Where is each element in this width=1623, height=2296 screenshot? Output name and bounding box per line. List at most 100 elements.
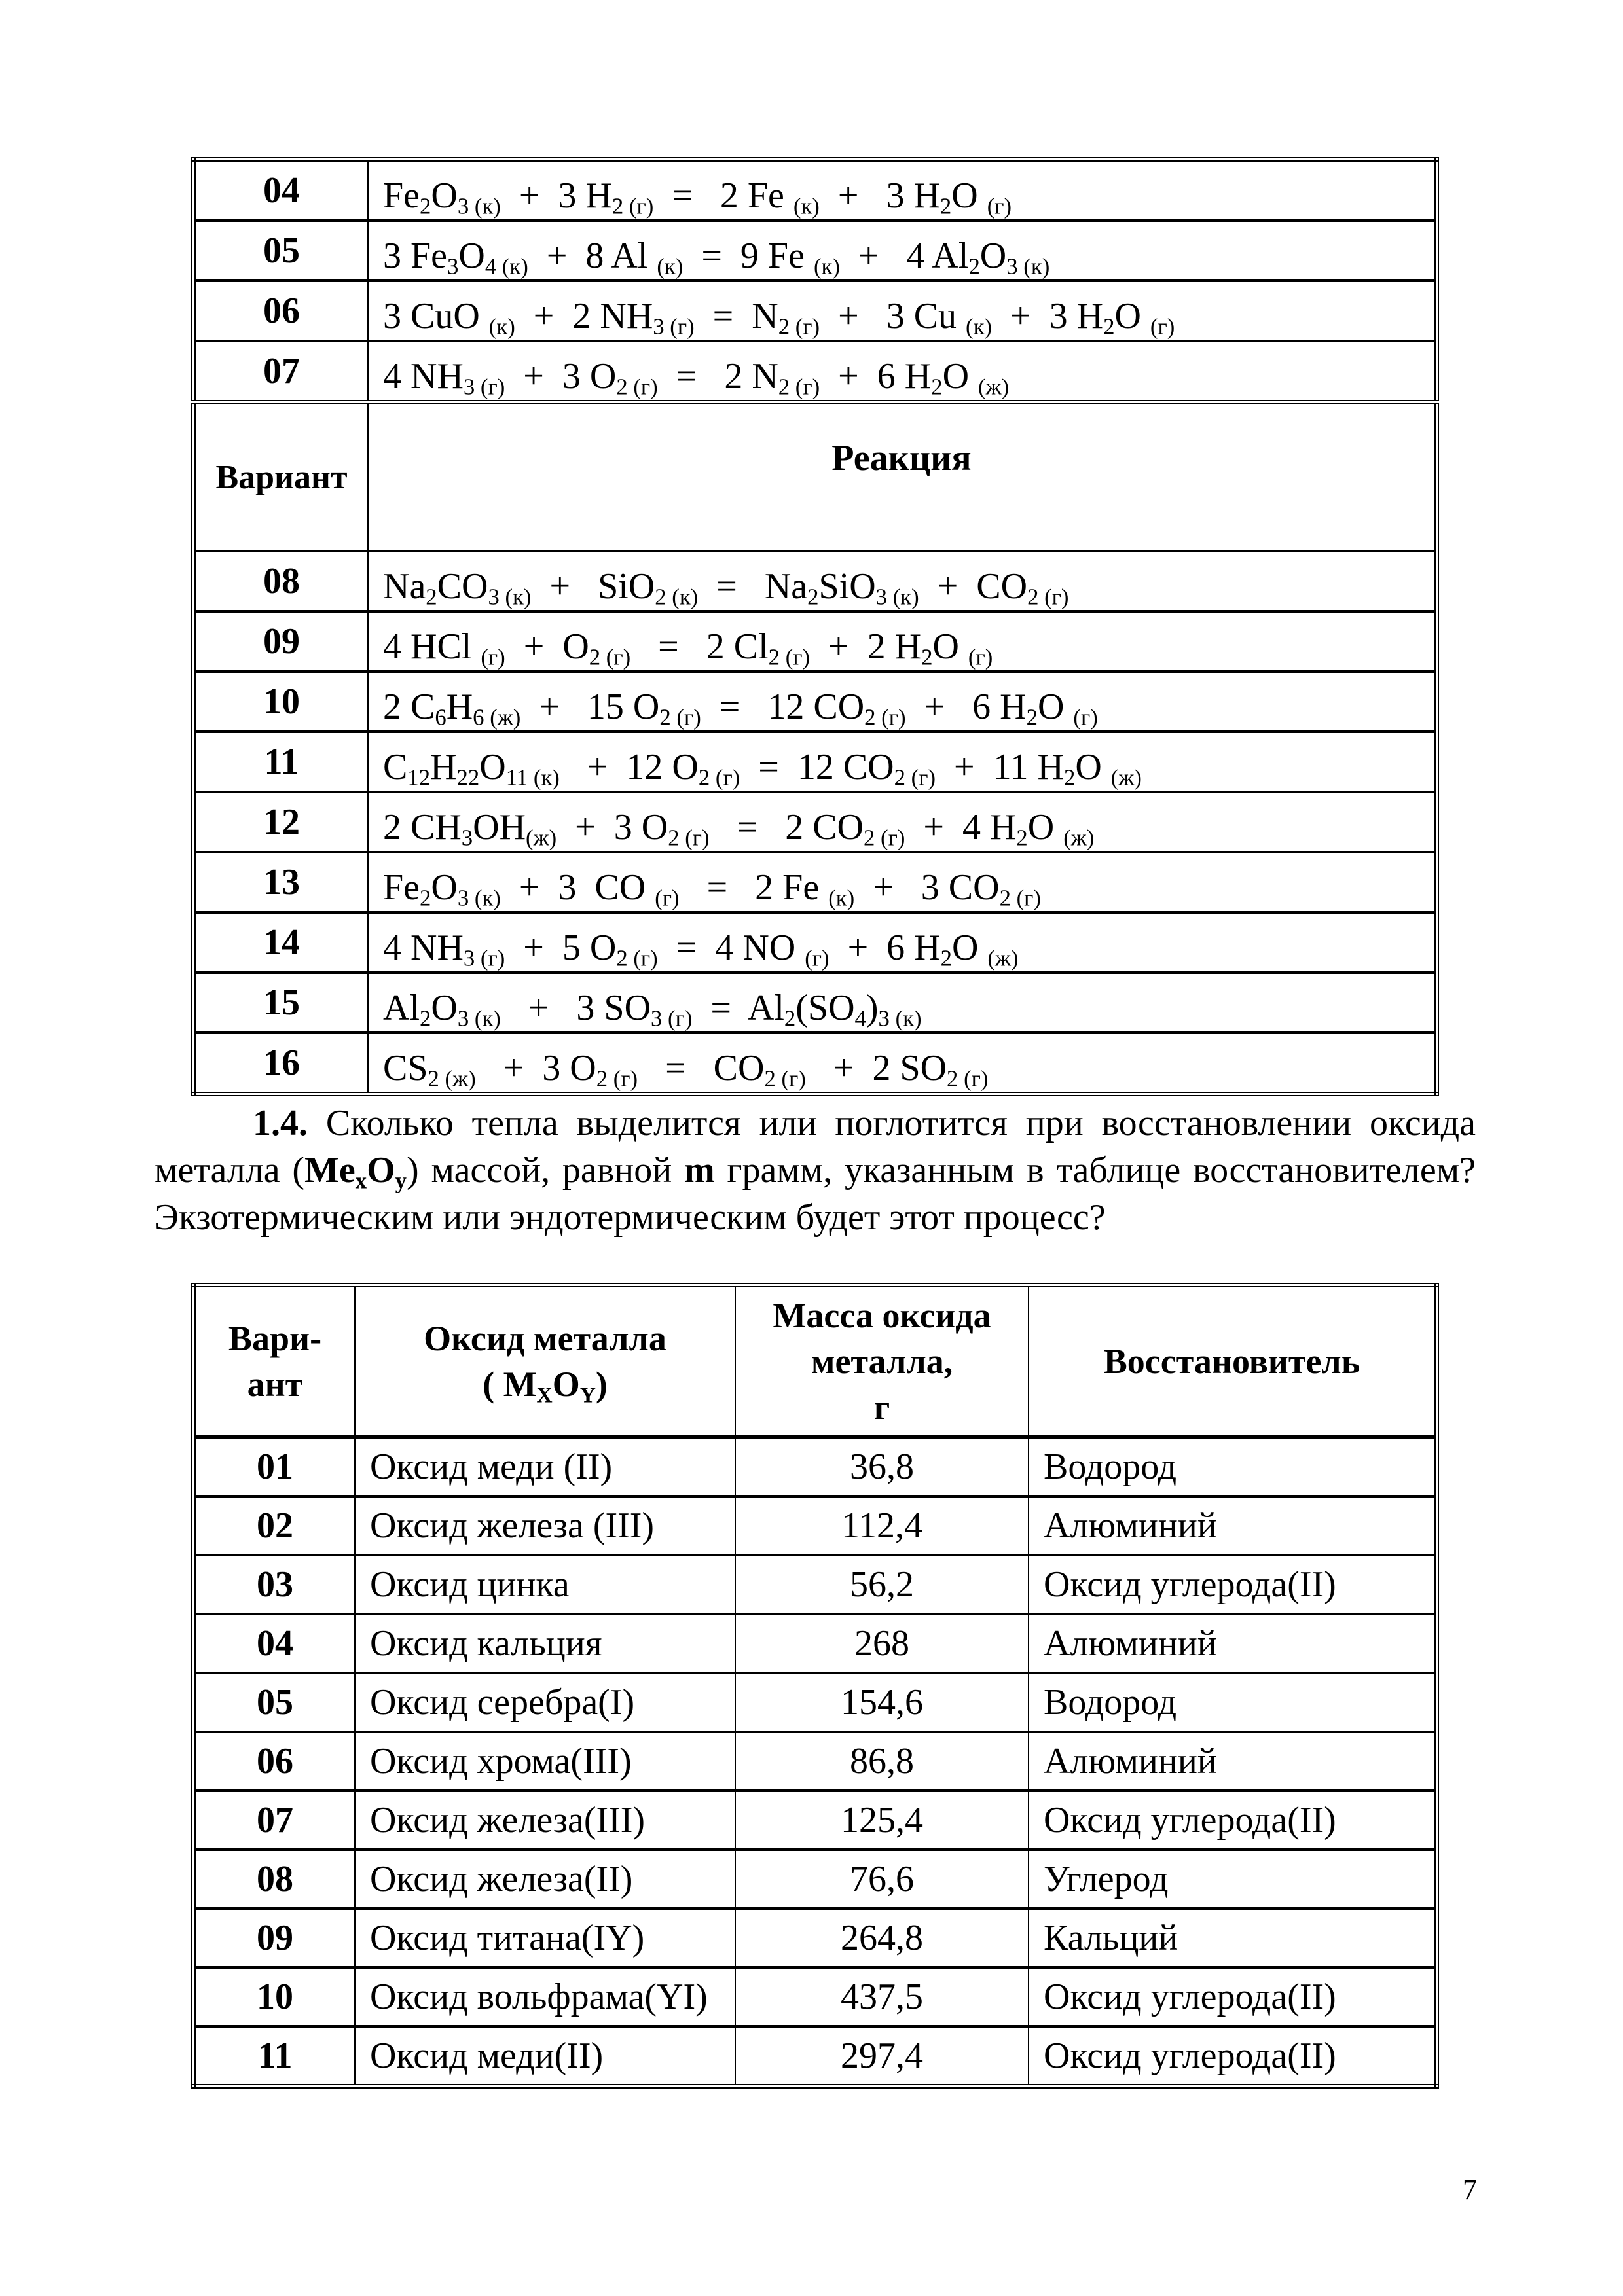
formula-text: (SO (795, 988, 855, 1028)
formula-text: + 2 NH (515, 296, 653, 336)
variant-number: 07 (192, 1790, 356, 1851)
header-mass: Масса оксида металла, г (735, 1284, 1029, 1439)
formula-subscript: 3 (к) (875, 584, 919, 610)
formula-text: + 11 H (936, 747, 1064, 787)
reducer-name: Оксид углерода(II) (1028, 1790, 1438, 1851)
formula-subscript: (к) (793, 193, 820, 219)
variant-number: 10 (192, 1967, 356, 2028)
oxide-row: 06 Оксид хрома(III) 86,8 Алюминий (192, 1731, 1438, 1792)
variant-number: 08 (192, 1849, 356, 1910)
formula-text: Al (383, 988, 420, 1028)
formula-text: = N (694, 296, 778, 336)
formula-subscript: 2 (420, 885, 431, 911)
formula-subscript: 2 (1016, 825, 1028, 851)
formula-subscript: 2 (784, 1005, 796, 1031)
formula-text: + 5 O (505, 927, 617, 968)
oxide-name: Оксид титана(IY) (354, 1908, 736, 1969)
formula-subscript: 3 (к) (1006, 253, 1050, 279)
reaction-equation: Na2CO3 (к) + SiO2 (к) = Na2SiO3 (к) + CO… (367, 551, 1438, 613)
formula-subscript: 2 (г) (611, 193, 654, 219)
formula-subscript: 3 (г) (463, 374, 505, 400)
formula-text: = 9 Fe (683, 236, 814, 276)
formula-text: O (431, 867, 458, 908)
reaction-row: 09 4 HCl (г) + O2 (г) = 2 Cl2 (г) + 2 H2O… (192, 611, 1438, 673)
formula-text: = 2 CO (709, 807, 864, 848)
reaction-row: 15 Al2O3 (к) + 3 SO3 (г) = Al2(SO4)3 (к) (192, 973, 1438, 1034)
formula-text: + 15 O (520, 687, 660, 727)
formula-subscript: 2 (г) (698, 764, 740, 791)
oxide-mass: 297,4 (735, 2026, 1029, 2088)
reducer-name: Алюминий (1028, 1731, 1438, 1792)
reaction-row: 16 CS2 (ж) + 3 O2 (г) = CO2 (г) + 2 SO2 (… (192, 1033, 1438, 1096)
variant-number: 03 (192, 1554, 356, 1615)
formula-text: O (1037, 687, 1074, 727)
reducer-name: Углерод (1028, 1849, 1438, 1910)
variant-number: 09 (192, 1908, 356, 1969)
formula-subscript: 2 (г) (764, 1066, 806, 1092)
reducer-name: Кальций (1028, 1908, 1438, 1969)
formula-text: + SiO (531, 566, 655, 607)
variant-number: 05 (192, 221, 369, 282)
formula-subscript: 2 (к) (655, 584, 699, 610)
page-number: 7 (1463, 2174, 1477, 2206)
reaction-row: 06 3 CuO (к) + 2 NH3 (г) = N2 (г) + 3 Cu … (192, 281, 1438, 342)
formula-subscript: (ж) (978, 374, 1010, 400)
variant-number: 11 (192, 732, 369, 793)
oxide-row: 08 Оксид железа(II) 76,6 Углерод (192, 1849, 1438, 1910)
header-variant: Вариант (192, 400, 369, 552)
formula-text: ) (866, 988, 879, 1028)
header-reaction: Реакция (367, 400, 1438, 552)
oxide-name: Оксид железа(III) (354, 1790, 736, 1851)
formula-subscript: 3 (г) (653, 314, 695, 340)
oxide-mass: 437,5 (735, 1967, 1029, 2028)
formula-text: = 4 NO (657, 927, 805, 968)
formula-text: + 3 SO (500, 988, 651, 1028)
formula-subscript: 3 (к) (457, 1005, 501, 1031)
reducer-name: Алюминий (1028, 1613, 1438, 1674)
reaction-equation: CS2 (ж) + 3 O2 (г) = CO2 (г) + 2 SO2 (г) (367, 1033, 1438, 1096)
variant-number: 12 (192, 792, 369, 853)
text-segment: Me (304, 1150, 356, 1191)
oxide-row: 07 Оксид железа(III) 125,4 Оксид углерода(I… (192, 1790, 1438, 1851)
reducer-name: Водород (1028, 1436, 1438, 1498)
variant-number: 04 (192, 159, 369, 222)
formula-text: ) (595, 1365, 608, 1404)
problem-number: 1.4. (253, 1103, 308, 1143)
formula-subscript: 2 (426, 584, 437, 610)
formula-subscript: (к) (488, 314, 515, 340)
variant-number: 01 (192, 1436, 356, 1498)
formula-text: 2 C (383, 687, 435, 727)
formula-text: = 12 CO (701, 687, 865, 727)
oxide-row: 02 Оксид железа (III) 112,4 Алюминий (192, 1496, 1438, 1556)
variant-number: 08 (192, 551, 369, 613)
formula-text: = 2 Fe (679, 867, 829, 908)
formula-subscript: 3 (к) (457, 885, 501, 911)
reaction-row: 04 Fe2O3 (к) + 3 H2 (г) = 2 Fe (к) + 3 H2… (192, 159, 1438, 222)
formula-text: O (942, 356, 979, 397)
reaction-row: 05 3 Fe3O4 (к) + 8 Al (к) = 9 Fe (к) + 4 … (192, 221, 1438, 282)
formula-text: + 4 Al (839, 236, 969, 276)
oxide-name: Оксид железа (III) (354, 1496, 736, 1556)
formula-text: H (430, 747, 457, 787)
header-reducer: Восстановитель (1028, 1284, 1438, 1439)
formula-subscript: 6 (435, 704, 447, 730)
formula-text: = Al (692, 988, 784, 1028)
formula-text: + 4 H (905, 807, 1017, 848)
formula-subscript: 2 (939, 193, 952, 219)
formula-subscript: 2 (420, 193, 431, 219)
formula-subscript: 2 (г) (999, 885, 1041, 911)
oxide-row: 11 Оксид меди(II) 297,4 Оксид углерода(II) (192, 2026, 1438, 2088)
variant-number: 15 (192, 973, 369, 1034)
text-segment: грамм, указанным в таблице восстановител… (155, 1150, 1476, 1238)
formula-text: = CO (638, 1048, 765, 1088)
header-oxide-formula: ( MXOY) (483, 1365, 608, 1407)
formula-subscript: 3 (447, 253, 459, 279)
oxide-mass: 56,2 (735, 1554, 1029, 1615)
formula-text: = 12 CO (740, 747, 894, 787)
variant-number: 10 (192, 672, 369, 733)
formula-subscript: 2 (968, 253, 980, 279)
formula-subscript: 2 (г) (864, 704, 906, 730)
oxide-row: 09 Оксид титана(IY) 264,8 Кальций (192, 1908, 1438, 1969)
variant-number: 07 (192, 341, 369, 404)
formula-text: CS (383, 1048, 428, 1088)
